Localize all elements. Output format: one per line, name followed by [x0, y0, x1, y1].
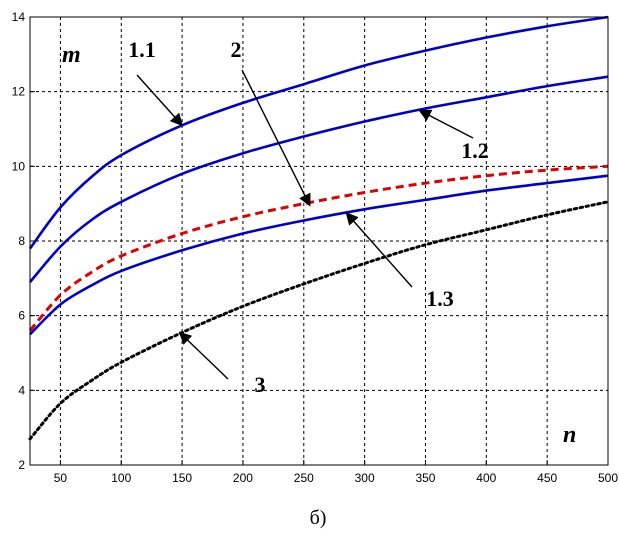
- annotation-label-2: 2: [231, 37, 242, 62]
- annotation-label-1-1: 1.1: [128, 37, 156, 62]
- x-tick-label: 150: [172, 471, 192, 485]
- annotation-label-3: 3: [255, 372, 266, 397]
- tick-labels: 50 100 150 200 250 300 350 400 450 500 2 4 6 8 10 12 14: [12, 10, 619, 485]
- annotation-arrow-2: [241, 69, 311, 207]
- x-tick-label: 450: [537, 471, 557, 485]
- y-tick-label: 6: [18, 309, 25, 323]
- annotation-arrow-1-3: [345, 212, 413, 288]
- x-tick-label: 250: [294, 471, 314, 485]
- annotation-arrow-1-2: [418, 109, 474, 139]
- x-tick-label: 400: [476, 471, 496, 485]
- x-tick-label: 350: [415, 471, 435, 485]
- y-tick-label: 4: [18, 383, 25, 397]
- y-tick-label: 8: [18, 234, 25, 248]
- y-tick-label: 12: [12, 85, 26, 99]
- annotation-label-1-3: 1.3: [426, 286, 454, 311]
- series-group: [28, 15, 610, 441]
- figure-caption: б): [310, 507, 327, 529]
- x-tick-label: 500: [598, 471, 618, 485]
- y-tick-label: 10: [12, 159, 26, 173]
- series-line-1-1: [28, 15, 609, 250]
- x-tick-label: 200: [233, 471, 253, 485]
- x-axis-label: n: [563, 422, 576, 448]
- x-tick-label: 50: [54, 471, 68, 485]
- annotation-arrow-1-1: [136, 74, 183, 127]
- annotations: 1.1 2 1.2 1.3 3: [128, 37, 489, 397]
- x-tick-label: 300: [355, 471, 375, 485]
- series-line-2: [28, 164, 609, 332]
- series-line-1-3: [29, 174, 609, 336]
- x-tick-label: 100: [111, 471, 131, 485]
- annotation-arrow-3: [178, 331, 229, 380]
- y-tick-label: 14: [12, 10, 26, 24]
- y-axis-label: m: [62, 42, 81, 68]
- series-line-1-2: [29, 75, 609, 283]
- annotation-label-1-2: 1.2: [461, 138, 489, 163]
- grid: [30, 17, 608, 465]
- y-tick-label: 2: [18, 458, 25, 472]
- series-line-3: [28, 200, 610, 441]
